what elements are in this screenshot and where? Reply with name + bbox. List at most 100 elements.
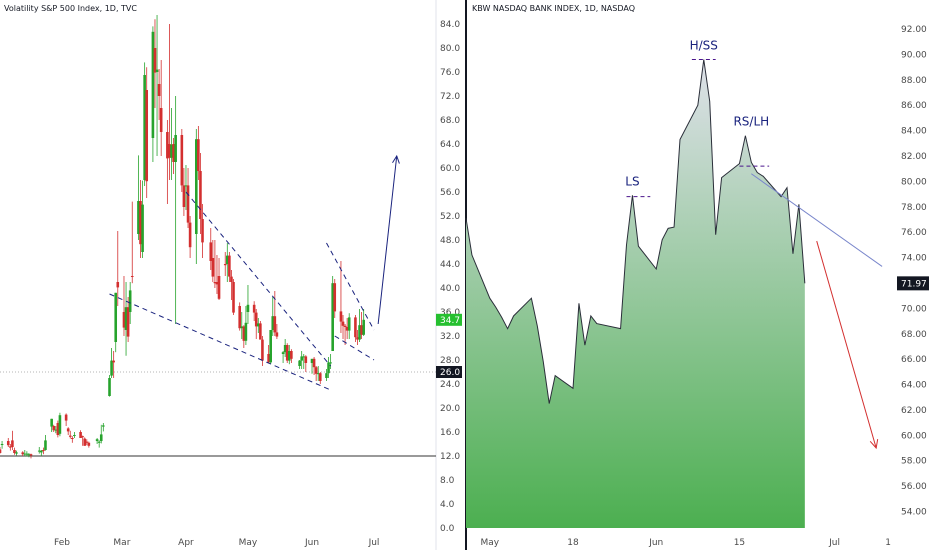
- kbw-pattern-label: H/SS: [690, 39, 718, 53]
- vix-candle-body: [213, 282, 217, 284]
- vix-candle-body: [54, 429, 58, 431]
- vix-candle-body: [184, 185, 188, 187]
- left-y-tick-label: 76.0: [440, 68, 460, 78]
- right-x-tick-label: Jul: [828, 538, 840, 548]
- vix-candle-body: [199, 171, 202, 219]
- vix-up-arrow-shaft: [377, 155, 398, 325]
- vix-candle-body: [42, 450, 45, 451]
- right-x-tick-label: Jun: [648, 538, 663, 548]
- vix-candle-body: [211, 258, 215, 277]
- right-y-tick-label: 90.00: [901, 50, 927, 60]
- vix-candle-body: [261, 339, 264, 361]
- vix-candle-body: [358, 325, 361, 340]
- vix-candle-body: [195, 139, 198, 234]
- vix-candle-body: [139, 201, 142, 245]
- vix-candle-body: [116, 282, 120, 288]
- vix-candle-body: [128, 290, 132, 312]
- vix-candle-body: [339, 311, 343, 322]
- left-y-tick-label: 60.0: [440, 164, 460, 174]
- vix-candle-body: [354, 317, 357, 338]
- vix-candle-body: [97, 441, 101, 443]
- left-y-tick-label: 56.0: [440, 188, 460, 198]
- vix-candle-body: [360, 325, 363, 335]
- vix-up-arrow-head: [392, 154, 400, 164]
- vix-candle-body: [153, 48, 157, 73]
- vix-candle-body: [300, 356, 303, 361]
- right-y-tick-label: 66.00: [901, 355, 927, 365]
- vix-candle-body: [166, 132, 169, 159]
- right-x-tick-label: 18: [567, 538, 579, 548]
- vix-candle-body: [159, 108, 163, 132]
- vix-candle-body: [318, 373, 322, 381]
- left-y-tick-label: 44.0: [440, 260, 460, 270]
- vix-candle-body: [201, 219, 204, 243]
- vix-candle-body: [273, 316, 277, 333]
- vix-candle-body: [244, 322, 248, 341]
- vix-candle-body: [256, 323, 260, 327]
- vix-candle-body: [304, 356, 308, 363]
- vix-candle-body: [341, 321, 345, 326]
- vix-candle-body: [180, 135, 184, 186]
- right-x-tick-label: 1: [885, 538, 891, 548]
- vix-candle-body: [44, 440, 47, 450]
- vix-candle-body: [228, 255, 231, 277]
- left-current-price-label: 34.7: [440, 316, 460, 326]
- vix-candle-body: [23, 453, 27, 455]
- vix-wedge-trendline: [326, 242, 375, 331]
- left-x-tick-label: May: [239, 538, 258, 548]
- vix-candle-body: [52, 426, 56, 431]
- vix-candle-body: [112, 360, 115, 363]
- vix-candle-body: [50, 418, 53, 427]
- vix-candle-body: [275, 332, 279, 337]
- vix-candle-body: [331, 283, 334, 351]
- left-y-tick-label: 28.0: [440, 356, 460, 366]
- left-x-tick-label: Apr: [178, 538, 194, 548]
- vix-candle-body: [182, 185, 186, 207]
- vix-candle-body: [232, 282, 235, 313]
- left-y-tick-label: 4.0: [440, 500, 455, 510]
- left-x-tick-label: Feb: [54, 538, 70, 548]
- left-y-tick-label: 36.0: [440, 308, 460, 318]
- left-y-tick-label: 80.0: [440, 44, 460, 54]
- kbw-trendline: [751, 173, 883, 267]
- right-y-tick-label: 60.00: [901, 431, 927, 441]
- kbw-pattern-label: RS/LH: [733, 115, 769, 129]
- vix-candle-body: [15, 452, 18, 454]
- right-x-tick-label: May: [480, 538, 499, 548]
- vix-candle-body: [238, 306, 241, 329]
- left-level-price-label: 26.0: [440, 368, 460, 378]
- vix-candle-body: [316, 373, 320, 375]
- vix-candle-body: [230, 276, 233, 282]
- vix-candle-body: [81, 436, 84, 438]
- right-y-tick-label: 70.00: [901, 304, 927, 314]
- vix-candle-body: [325, 373, 328, 378]
- vix-candle-body: [246, 304, 250, 312]
- left-y-tick-label: 12.0: [440, 452, 460, 462]
- vix-candle-body: [347, 317, 351, 331]
- vix-candle-body: [223, 264, 227, 266]
- vix-candle-body: [87, 442, 91, 446]
- vix-candle-body: [217, 276, 221, 299]
- right-y-tick-label: 68.00: [901, 330, 927, 340]
- vix-candle-body: [186, 185, 190, 223]
- vix-candle-body: [172, 144, 175, 162]
- vix-wedge-trendline: [109, 293, 331, 391]
- vix-wedge-trendline: [334, 335, 375, 361]
- left-x-tick-label: Jul: [368, 538, 380, 548]
- vix-candle-body: [310, 358, 314, 363]
- vix-candle-body: [13, 450, 16, 453]
- right-y-tick-label: 78.00: [901, 203, 927, 213]
- vix-candle-body: [314, 367, 318, 374]
- vix-candle-body: [79, 432, 82, 438]
- left-y-tick-label: 48.0: [440, 236, 460, 246]
- vix-candle-body: [302, 356, 306, 358]
- vix-candle-body: [345, 327, 349, 331]
- vix-candle-body: [327, 362, 330, 374]
- left-y-tick-label: 24.0: [440, 380, 460, 390]
- left-y-tick-label: 52.0: [440, 212, 460, 222]
- vix-candle-body: [130, 276, 134, 277]
- left-chart-title: Volatility S&P 500 Index, 1D, TVC: [4, 4, 137, 13]
- vix-candle-body: [225, 255, 229, 264]
- right-y-tick-label: 62.00: [901, 406, 927, 416]
